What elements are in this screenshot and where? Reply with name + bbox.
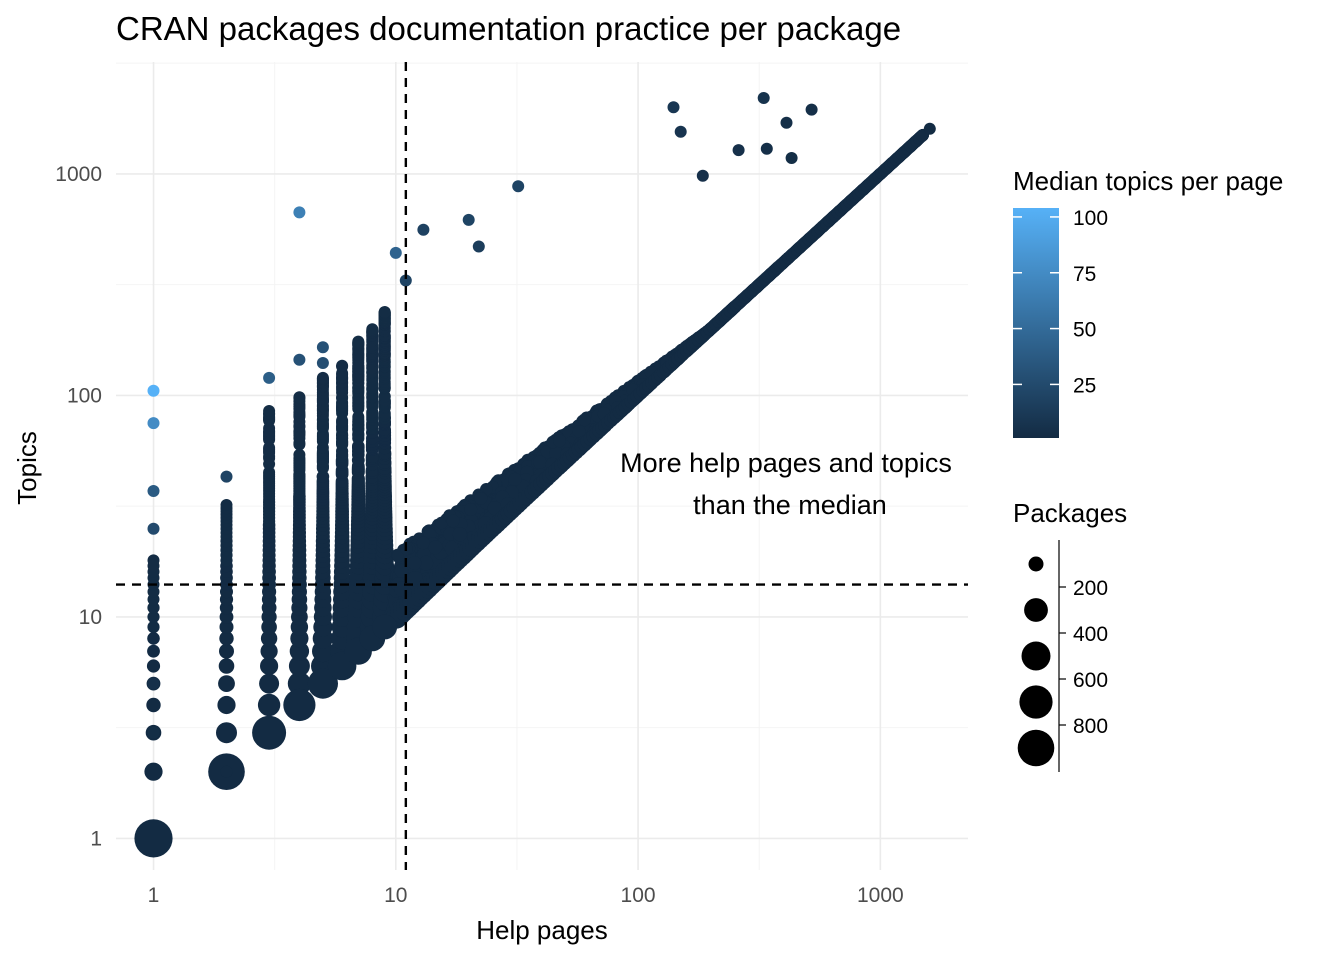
scatter-point [147,632,160,645]
scatter-point [144,763,162,781]
scatter-point [336,360,348,372]
scatter-point [147,659,160,672]
scatter-point [147,645,160,658]
scatter-point [259,674,279,694]
scatter-point [379,306,391,318]
scatter-point [293,391,305,403]
scatter-point [146,698,160,712]
scatter-point [258,694,280,716]
scatter-point [216,722,237,743]
scatter-point [221,499,233,511]
scatter-point [263,405,275,417]
scatter-point [148,554,160,566]
scatter-point [218,675,235,692]
scatter-point [317,372,329,384]
scatter-point [366,323,378,335]
scatter-point [219,644,234,659]
scatter-point [352,336,364,348]
scatter-point [219,658,235,674]
scatter-point [217,696,235,714]
